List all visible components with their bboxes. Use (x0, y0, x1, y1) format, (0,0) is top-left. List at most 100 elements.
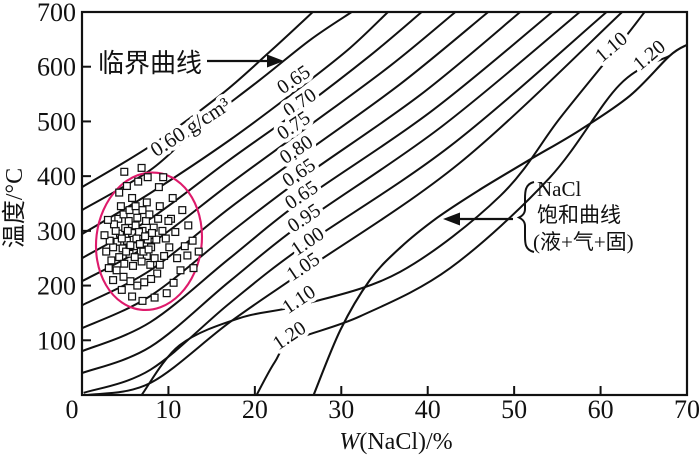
isochore-curve-5 (81, 11, 521, 330)
plot-border (80, 10, 689, 397)
inclusion-point (194, 247, 203, 256)
x-tick-label-40: 40 (415, 395, 441, 424)
inclusion-point (169, 278, 178, 287)
curve-label-10: 1.10 (278, 281, 319, 319)
inclusion-point (143, 173, 152, 182)
inclusion-point (141, 232, 150, 241)
x-tick-label-70: 70 (674, 395, 700, 424)
inclusion-point (107, 256, 116, 265)
inclusion-point (120, 259, 129, 268)
inclusion-point (130, 253, 139, 262)
isochore-curve-4 (81, 11, 489, 307)
saturation-arrow-head (443, 212, 460, 226)
inclusion-point (171, 227, 180, 237)
isochore-curves-group (81, 11, 688, 396)
x-tick-label-60: 60 (588, 395, 614, 424)
inclusion-point (123, 226, 132, 235)
inclusion-point (183, 251, 192, 260)
isochore-curve-10 (140, 11, 646, 396)
inclusion-point (115, 253, 124, 262)
y-tick-label-600: 600 (37, 53, 76, 82)
inclusion-point (164, 216, 173, 226)
inclusion-point (122, 181, 131, 191)
inclusion-point (144, 245, 153, 254)
inclusion-point (126, 241, 135, 250)
inclusion-point (140, 278, 149, 287)
curve-label-11: 1.20 (269, 317, 310, 355)
isochore-curve-1 (81, 11, 389, 235)
y-tick-label-100: 100 (37, 326, 76, 355)
inclusion-point (104, 264, 113, 273)
inclusion-point (117, 285, 126, 294)
x-tick-label-10: 10 (155, 395, 181, 424)
inclusion-point (153, 269, 162, 278)
y-tick-label-500: 500 (37, 107, 76, 136)
inclusion-point (109, 220, 119, 229)
x-axis-title: W(NaCl)/% (339, 429, 452, 455)
inclusion-point (138, 296, 147, 305)
inclusion-point (131, 221, 140, 230)
y-axis-title: 温度/°C (1, 168, 28, 248)
inclusion-point (133, 281, 142, 290)
inclusion-point (133, 213, 142, 222)
inclusion-point (120, 167, 129, 176)
inclusion-point (154, 214, 163, 223)
inclusion-point (114, 214, 123, 223)
inclusion-point (122, 247, 131, 256)
x-tick-labels: 0 10 20 30 40 50 60 70 (66, 395, 700, 424)
saturation-label-line-0: NaCl (537, 177, 581, 201)
inclusion-point (150, 293, 159, 302)
inclusion-point (168, 193, 177, 203)
isochore-curve-0 (81, 11, 353, 211)
saturation-label-line-1: 饱和曲线 (537, 203, 621, 227)
inclusion-point (109, 243, 118, 252)
critical-curve (81, 11, 314, 188)
inclusion-point (137, 163, 146, 172)
y-tick-label-200: 200 (37, 272, 76, 301)
inclusion-point (180, 242, 189, 251)
inclusion-point (112, 266, 121, 275)
inclusion-point (119, 272, 128, 281)
inclusion-point (111, 226, 120, 235)
inclusion-point (128, 193, 137, 203)
isochore-curve-11 (255, 54, 671, 396)
inclusion-point (173, 254, 182, 263)
inclusion-point (184, 221, 193, 230)
y-tick-labels: 700 600 500 400 300 200 100 (37, 0, 76, 355)
inclusion-point (147, 228, 157, 238)
inclusion-point (152, 235, 161, 244)
inclusion-points-group (100, 163, 203, 305)
inclusion-point (115, 188, 124, 197)
inclusion-point (142, 198, 151, 207)
inclusion-point (126, 277, 135, 286)
isochore-curve-7 (81, 11, 581, 375)
inclusion-point (124, 216, 133, 226)
inclusion-point (158, 226, 167, 235)
inclusion-point (188, 236, 197, 245)
inclusion-point (116, 202, 125, 211)
curve-label-11-upper: 1.20 (629, 36, 670, 75)
inclusion-point (159, 173, 168, 182)
inclusion-point (105, 236, 114, 245)
inclusion-point (162, 289, 171, 298)
inclusion-point (165, 243, 174, 252)
inclusion-point (178, 206, 187, 215)
inclusion-point (145, 210, 154, 219)
inclusion-point (137, 257, 146, 266)
inclusion-point (119, 210, 128, 219)
saturation-label-line-2: (液+气+固) (533, 230, 634, 254)
inclusion-point (189, 264, 198, 273)
inclusion-point (155, 202, 164, 211)
inclusion-point (135, 239, 144, 249)
inclusion-point (155, 260, 164, 269)
x-tick-label-0: 0 (66, 395, 79, 424)
inclusion-point (131, 202, 140, 211)
inclusion-point (160, 251, 169, 261)
curve-label-10-upper: 1.10 (591, 28, 632, 67)
axis-ticks (82, 11, 602, 395)
inclusion-point (128, 292, 137, 301)
inclusion-point (154, 183, 163, 192)
inclusion-point (161, 234, 170, 243)
